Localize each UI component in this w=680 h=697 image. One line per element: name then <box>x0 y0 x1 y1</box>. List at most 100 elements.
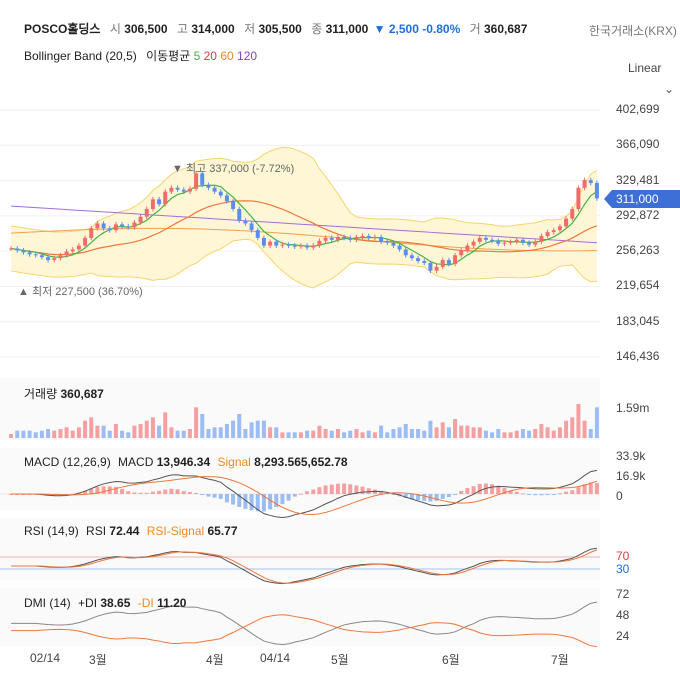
macd-histogram-bar <box>157 490 162 494</box>
volume-bar <box>385 432 390 438</box>
candle <box>280 244 285 246</box>
macd-histogram-bar <box>181 491 186 494</box>
dmi-axis-1: 72 <box>616 587 630 601</box>
chart-header: POSCO홀딩스 시 306,500 고 314,000 저 305,500 종… <box>24 22 528 36</box>
rsi-panel-bg <box>0 518 600 580</box>
macd-histogram-bar <box>557 493 562 495</box>
volume-bar <box>557 427 562 438</box>
candle <box>366 235 371 238</box>
candle <box>520 239 525 243</box>
candle <box>416 258 421 262</box>
candle <box>502 242 507 244</box>
price-axis-label: 366,090 <box>616 137 660 152</box>
volume-bar <box>354 429 359 438</box>
macd-histogram-bar <box>588 482 593 494</box>
volume-bar <box>126 432 131 438</box>
volume-bar <box>409 429 414 438</box>
volume-bar <box>120 430 125 438</box>
candle <box>83 237 88 246</box>
candle <box>181 189 186 192</box>
volume-bar <box>64 427 69 438</box>
macd-axis-2: 16.9k <box>616 469 646 483</box>
macd-histogram-bar <box>144 492 149 494</box>
dmi-legend: DMI (14) +DI 38.65 -DI 11.20 <box>24 596 187 610</box>
macd-histogram-bar <box>477 483 482 494</box>
volume-bar <box>46 429 51 438</box>
macd-histogram-bar <box>268 494 273 510</box>
volume-bar <box>379 425 384 438</box>
candle <box>231 201 236 209</box>
volume-bar <box>527 430 532 438</box>
volume-bar <box>181 430 186 438</box>
volume-bar <box>224 424 229 438</box>
candle <box>329 237 334 240</box>
candle <box>218 191 223 196</box>
volume-bar <box>342 432 347 438</box>
chevron-down-icon[interactable]: ⌄ <box>664 82 675 96</box>
volume-bar <box>582 420 587 438</box>
x-axis-label: 5월 <box>331 653 349 667</box>
indicator-legend[interactable]: Bollinger Band (20,5) 이동평균 5 20 60 120 <box>24 49 258 63</box>
volume-bar <box>9 434 14 438</box>
macd-histogram-bar <box>335 483 340 494</box>
macd-histogram-bar <box>243 494 248 509</box>
candle <box>113 224 118 231</box>
macd-histogram-bar <box>126 491 131 494</box>
macd-legend: MACD (12,26,9) MACD 13,946.34 Signal 8,2… <box>24 455 348 469</box>
candle <box>409 255 414 259</box>
candle <box>471 241 476 246</box>
macd-histogram-bar <box>120 488 125 494</box>
candle <box>594 182 599 199</box>
macd-histogram-bar <box>89 488 94 494</box>
macd-histogram-bar <box>502 487 507 494</box>
candle <box>557 226 562 231</box>
volume-bar <box>206 429 211 438</box>
price-axis-label: 402,699 <box>616 102 660 116</box>
macd-histogram-bar <box>150 491 155 494</box>
candle <box>261 237 266 246</box>
x-axis-label: 6월 <box>442 653 460 667</box>
volume-bar <box>21 430 26 438</box>
x-axis-label: 04/14 <box>260 651 291 665</box>
candle <box>385 241 390 243</box>
candle <box>286 244 291 246</box>
candle <box>477 237 482 242</box>
candle <box>582 180 587 188</box>
volume-bar <box>335 429 340 438</box>
macd-histogram-bar <box>409 494 414 500</box>
macd-histogram-bar <box>594 483 599 494</box>
volume-bar <box>52 430 57 438</box>
volume-bar <box>113 424 118 438</box>
macd-histogram-bar <box>446 494 451 498</box>
candle <box>379 236 384 242</box>
candle <box>527 242 532 245</box>
candle <box>9 248 14 250</box>
macd-histogram-bar <box>453 494 458 495</box>
candle <box>348 237 353 240</box>
volume-bar <box>76 427 81 438</box>
macd-histogram-bar <box>132 492 137 494</box>
volume-bar <box>323 429 328 438</box>
macd-axis-1: 33.9k <box>616 449 646 463</box>
candle <box>187 188 192 192</box>
x-axis-label: 4월 <box>206 653 224 667</box>
volume-legend: 거래량 360,687 <box>24 387 104 401</box>
candle <box>101 223 106 229</box>
candle <box>243 220 248 224</box>
volume-bar <box>83 420 88 438</box>
scale-select[interactable]: Linear <box>628 61 662 75</box>
volume-bar <box>163 412 168 438</box>
volume-bar <box>255 420 260 438</box>
current-price-tag: 311,000 <box>604 190 680 208</box>
candle <box>39 255 44 258</box>
volume-bar <box>564 420 569 438</box>
volume-bar <box>403 424 408 438</box>
candle <box>428 262 433 271</box>
candle <box>533 241 538 245</box>
volume-bar <box>194 407 199 438</box>
candle <box>249 223 254 231</box>
volume-bar <box>471 427 476 438</box>
volume-bar <box>237 414 242 438</box>
candle <box>163 191 168 205</box>
volume-bar <box>261 420 266 438</box>
